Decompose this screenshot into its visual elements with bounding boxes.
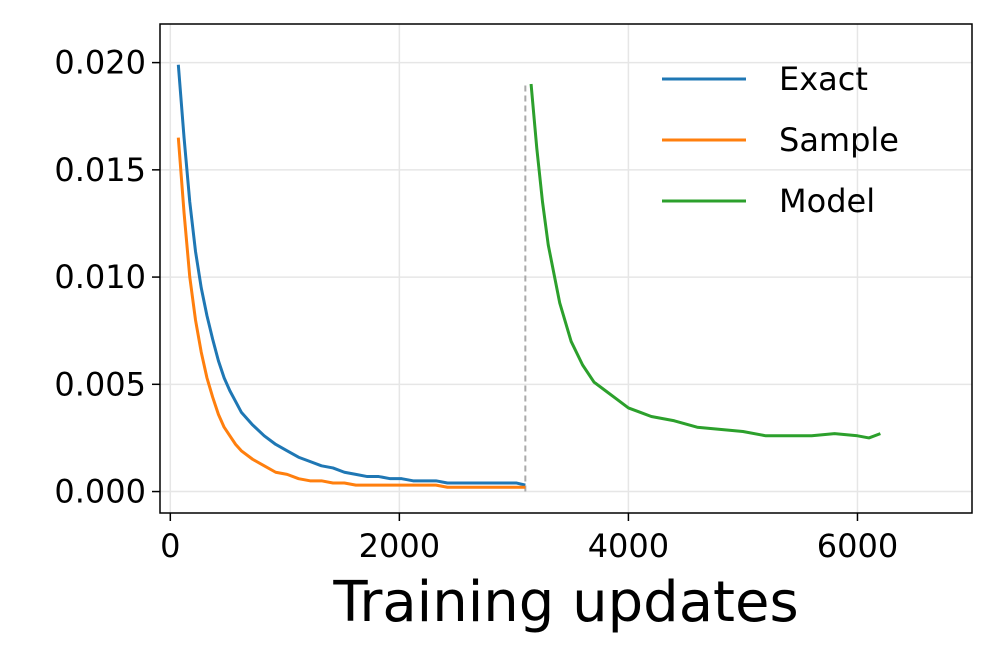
x-tick-label: 0: [160, 527, 180, 565]
series-line: [176, 137, 526, 489]
y-tick-label: 0.020: [54, 44, 146, 82]
legend-label: Model: [779, 182, 875, 220]
legend-label: Sample: [779, 121, 899, 159]
x-tick-label: 6000: [817, 527, 898, 565]
x-tick-label: 2000: [359, 527, 440, 565]
y-tick-label: 0.000: [54, 473, 146, 511]
y-tick-label: 0.010: [54, 258, 146, 296]
y-tick-label: 0.005: [54, 365, 146, 403]
y-tick-label: 0.015: [54, 151, 146, 189]
plot-frame: [159, 23, 973, 514]
series-line: [529, 83, 881, 440]
x-axis-label: Training updates: [332, 570, 798, 635]
x-tick-label: 4000: [588, 527, 669, 565]
legend-label: Exact: [779, 60, 868, 98]
series-line: [176, 64, 526, 487]
